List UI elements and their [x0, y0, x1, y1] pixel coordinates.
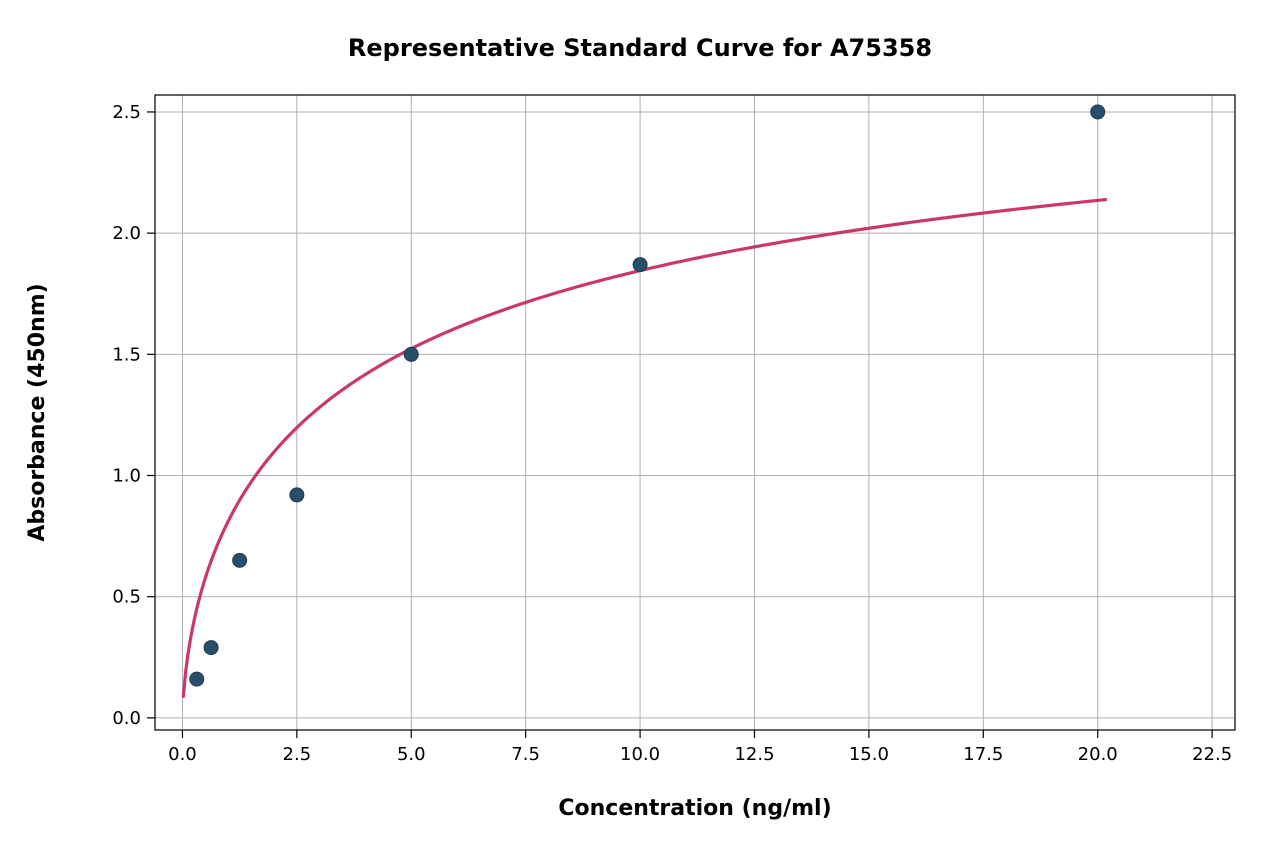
xtick-label: 17.5	[963, 744, 1003, 765]
xtick-label: 5.0	[397, 744, 426, 765]
xtick-label: 22.5	[1192, 744, 1232, 765]
ytick-label: 1.0	[112, 466, 141, 487]
plot-background	[155, 95, 1235, 730]
xtick-label: 20.0	[1078, 744, 1118, 765]
xtick-label: 0.0	[168, 744, 197, 765]
ytick-label: 0.0	[112, 708, 141, 729]
ytick-label: 2.5	[112, 102, 141, 123]
x-axis-label: Concentration (ng/ml)	[558, 796, 831, 821]
data-point-marker	[633, 258, 647, 272]
xtick-label: 2.5	[283, 744, 312, 765]
data-point-marker	[190, 672, 204, 686]
data-point-marker	[233, 553, 247, 567]
xtick-label: 10.0	[620, 744, 660, 765]
y-axis-label: Absorbance (450nm)	[25, 283, 50, 541]
chart-container: 0.0 2.5 5.0 7.5 10.0 12.5 15.0 17.5 20.0 22.5 0.0 0…	[0, 0, 1280, 845]
data-point-marker	[204, 641, 218, 655]
xtick-label: 12.5	[734, 744, 774, 765]
data-point-marker	[404, 347, 418, 361]
ytick-label: 0.5	[112, 587, 141, 608]
data-point-marker	[1091, 105, 1105, 119]
ytick-label: 1.5	[112, 344, 141, 365]
ytick-label: 2.0	[112, 223, 141, 244]
data-point-marker	[290, 488, 304, 502]
xtick-label: 7.5	[511, 744, 540, 765]
xtick-label: 15.0	[849, 744, 889, 765]
standard-curve-chart: 0.0 2.5 5.0 7.5 10.0 12.5 15.0 17.5 20.0 22.5 0.0 0…	[0, 0, 1280, 845]
chart-title: Representative Standard Curve for A75358	[348, 34, 932, 62]
